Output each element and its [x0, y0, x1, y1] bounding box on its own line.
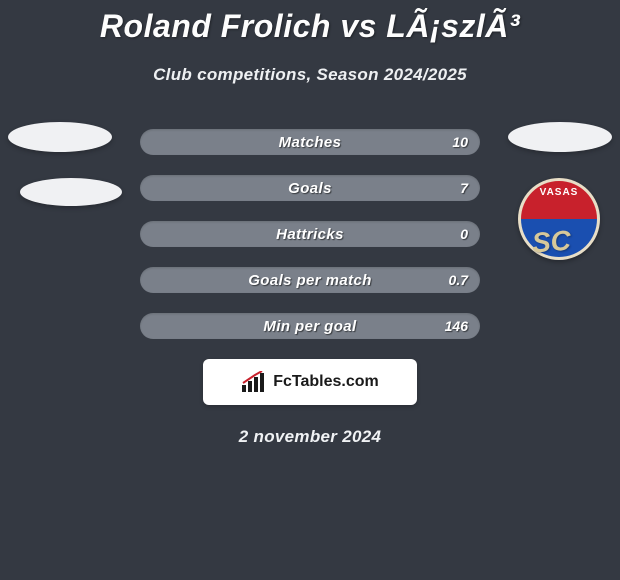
date-label: 2 november 2024 [0, 427, 620, 447]
bars-icon [241, 371, 267, 393]
comparison-card: Roland Frolich vs LÃ¡szlÃ³ Club competit… [0, 0, 620, 447]
stat-right-value: 7 [460, 180, 468, 196]
stat-bar-min-per-goal: Min per goal 146 [140, 313, 480, 339]
stat-right-value: 10 [452, 134, 468, 150]
stat-row: Goals per match 0.7 [0, 267, 620, 293]
stat-row: Hattricks 0 [0, 221, 620, 247]
stat-right-value: 0 [460, 226, 468, 242]
stat-bar-hattricks: Hattricks 0 [140, 221, 480, 247]
stat-label: Min per goal [263, 318, 356, 335]
page-title: Roland Frolich vs LÃ¡szlÃ³ [0, 8, 620, 45]
stats-area: Matches 10 Goals 7 Hattricks 0 Goals per… [0, 129, 620, 339]
stat-label: Goals per match [248, 272, 372, 289]
stat-label: Matches [279, 134, 342, 151]
stat-label: Goals [288, 180, 332, 197]
stat-label: Hattricks [276, 226, 344, 243]
stat-bar-goals-per-match: Goals per match 0.7 [140, 267, 480, 293]
stat-row: Matches 10 [0, 129, 620, 155]
stat-right-value: 146 [445, 318, 468, 334]
branding-content: FcTables.com [241, 371, 379, 393]
stat-row: Min per goal 146 [0, 313, 620, 339]
stat-right-value: 0.7 [449, 272, 468, 288]
branding-box[interactable]: FcTables.com [203, 359, 417, 405]
branding-text: FcTables.com [273, 373, 379, 391]
subtitle: Club competitions, Season 2024/2025 [0, 65, 620, 85]
stat-row: Goals 7 [0, 175, 620, 201]
stat-bar-goals: Goals 7 [140, 175, 480, 201]
stat-bar-matches: Matches 10 [140, 129, 480, 155]
